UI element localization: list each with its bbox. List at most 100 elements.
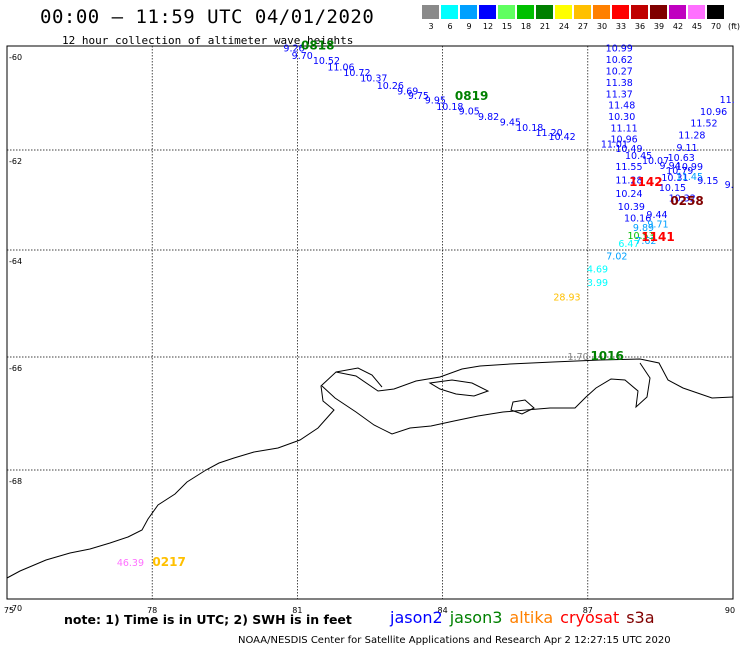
legend-altika: altika bbox=[509, 608, 554, 627]
wave-height-label: 10.53 bbox=[627, 231, 654, 242]
pass-time-label: 0818 bbox=[301, 39, 334, 53]
legend-s3a: s3a bbox=[626, 608, 655, 627]
wave-height-label: 11.38 bbox=[606, 78, 633, 89]
map-title: 00:00 – 11:59 UTC 04/01/2020 bbox=[40, 6, 375, 28]
wave-height-label: 9.70 bbox=[292, 51, 313, 62]
wave-height-label: 11.55 bbox=[615, 162, 642, 173]
wave-height-label: 10.96 bbox=[610, 135, 637, 146]
scale-swatch bbox=[612, 5, 629, 19]
lon-tick-label: 78 bbox=[147, 606, 157, 615]
scale-label: 3 bbox=[428, 22, 434, 31]
scale-label: 18 bbox=[520, 22, 532, 31]
wave-height-label: 10.32 bbox=[669, 194, 696, 205]
wave-height-label: 10.99 bbox=[606, 44, 633, 55]
scale-swatch bbox=[460, 5, 477, 19]
wave-height-label: 11.11 bbox=[610, 123, 637, 134]
scale-swatch bbox=[536, 5, 553, 19]
wave-height-label: 10.15 bbox=[659, 183, 686, 194]
wave-height-label: 10.62 bbox=[606, 55, 633, 66]
scale-label: 15 bbox=[501, 22, 513, 31]
scale-label: 70 bbox=[710, 22, 722, 31]
lat-tick-label: -64 bbox=[9, 257, 22, 266]
wave-height-label: 10.42 bbox=[549, 132, 576, 143]
pass-time-label: 1141 bbox=[641, 230, 674, 244]
wave-height-label: 6.47 bbox=[618, 239, 639, 250]
lat-tick-label: -66 bbox=[9, 364, 22, 373]
wave-height-label: 9.69 bbox=[397, 86, 418, 97]
wave-height-label: 11. bbox=[720, 95, 735, 106]
wave-height-label: 9.05 bbox=[459, 107, 480, 118]
scale-swatch bbox=[517, 5, 534, 19]
wave-height-label: 11.01 bbox=[601, 139, 628, 150]
scale-swatch bbox=[707, 5, 724, 19]
scale-swatch bbox=[498, 5, 515, 19]
scale-swatch bbox=[669, 5, 686, 19]
wave-height-label: 10.45 bbox=[625, 151, 652, 162]
lat-tick-label: -70 bbox=[9, 604, 22, 613]
map-subtitle: 12 hour collection of altimeter wave hei… bbox=[62, 34, 354, 47]
pass-time-label: 0258 bbox=[670, 194, 703, 208]
lat-tick-label: -68 bbox=[9, 477, 22, 486]
scale-swatch bbox=[688, 5, 705, 19]
wave-height-label: 11.52 bbox=[690, 119, 717, 130]
scale-label: 12 bbox=[482, 22, 494, 31]
scale-swatch bbox=[422, 5, 439, 19]
wave-height-label: 7.02 bbox=[606, 252, 627, 263]
wave-height-label: 10.52 bbox=[313, 56, 340, 67]
pass-time-label: 0217 bbox=[152, 555, 185, 569]
scale-label: 21 bbox=[539, 22, 551, 31]
wave-height-label: 46.39 bbox=[117, 558, 144, 569]
wave-height-label: 9.71 bbox=[647, 220, 668, 231]
footer-credit: NOAA/NESDIS Center for Satellite Applica… bbox=[238, 635, 671, 646]
pass-time-label: 0819 bbox=[455, 89, 488, 103]
wave-height-label: 11.28 bbox=[678, 131, 705, 142]
wave-height-label: 9.94 bbox=[660, 161, 681, 172]
scale-label: 30 bbox=[596, 22, 608, 31]
wave-height-label: 10.30 bbox=[608, 112, 635, 123]
scale-swatch bbox=[441, 5, 458, 19]
coastline bbox=[6, 358, 734, 579]
wave-height-label: 28.93 bbox=[553, 292, 580, 303]
scale-swatch bbox=[593, 5, 610, 19]
wave-height-label: 10.27 bbox=[606, 67, 633, 78]
wave-height-label: 10.26 bbox=[377, 81, 404, 92]
scale-label: 27 bbox=[577, 22, 589, 31]
wave-height-label: 9.82 bbox=[478, 112, 499, 123]
wave-height-label: 9.26 bbox=[283, 44, 304, 55]
wave-height-label: 10.37 bbox=[360, 73, 387, 84]
wave-height-label: 9.75 bbox=[408, 91, 429, 102]
wave-height-label: 11.45 bbox=[676, 172, 703, 183]
wave-height-label: 3.99 bbox=[587, 278, 608, 289]
wave-height-label: 11.48 bbox=[608, 100, 635, 111]
lon-tick-label: 75 bbox=[4, 606, 14, 615]
wave-height-label: 10.49 bbox=[615, 144, 642, 155]
wave-height-label: 10.63 bbox=[668, 153, 695, 164]
wave-height-label: 11.37 bbox=[606, 89, 633, 100]
lat-tick-label: -62 bbox=[9, 157, 22, 166]
lon-tick-label: 90 bbox=[725, 606, 735, 615]
lon-tick-label: 87 bbox=[583, 606, 593, 615]
scale-label: 39 bbox=[653, 22, 665, 31]
wave-height-label: 10.18 bbox=[516, 123, 543, 134]
wave-height-label: 11.06 bbox=[327, 62, 354, 73]
legend-jason3: jason3 bbox=[449, 608, 503, 627]
wave-height-label: 11.20 bbox=[535, 128, 562, 139]
wave-height-label: 9.95 bbox=[425, 96, 446, 107]
wave-height-label: 10.79 bbox=[666, 166, 693, 177]
wave-height-label: 9.45 bbox=[500, 118, 521, 129]
scale-swatch bbox=[650, 5, 667, 19]
scale-label: 9 bbox=[466, 22, 472, 31]
legend-jason2: jason2 bbox=[390, 608, 443, 627]
scale-swatch bbox=[631, 5, 648, 19]
wave-height-label: 7.62 bbox=[635, 236, 656, 247]
legend-cryosat: cryosat bbox=[560, 608, 620, 627]
wave-height-label: 1.70 bbox=[568, 352, 589, 363]
scale-swatch bbox=[574, 5, 591, 19]
wave-height-label: 10.18 bbox=[436, 102, 463, 113]
wave-height-label: 4.69 bbox=[587, 264, 608, 275]
pass-time-label: 1142 bbox=[629, 175, 662, 189]
wave-height-label: 10.24 bbox=[615, 189, 642, 200]
wave-height-label: 9.89 bbox=[633, 223, 654, 234]
wave-height-label: 10.96 bbox=[700, 107, 727, 118]
scale-label: 36 bbox=[634, 22, 646, 31]
